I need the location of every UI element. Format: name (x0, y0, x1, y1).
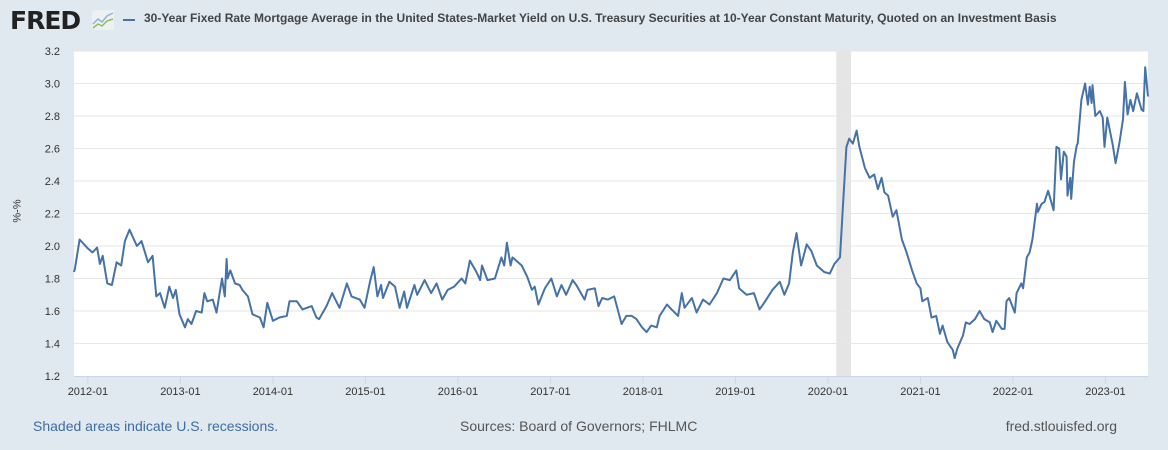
x-tick-label: 2014-01 (253, 386, 293, 398)
x-tick-label: 2016-01 (438, 386, 478, 398)
x-tick-label: 2018-01 (623, 386, 663, 398)
y-tick-label: 2.8 (45, 111, 60, 123)
x-tick-label: 2017-01 (530, 386, 570, 398)
y-tick-label: 1.4 (45, 339, 60, 351)
legend-line-swatch (123, 19, 135, 21)
fred-logo[interactable]: FRED (10, 6, 81, 35)
chart-title: 30-Year Fixed Rate Mortgage Average in t… (144, 11, 1057, 25)
y-tick-label: 3.0 (45, 79, 60, 91)
x-tick-label: 2012-01 (68, 386, 108, 398)
y-tick-label: 2.6 (45, 144, 60, 156)
x-tick-label: 2015-01 (345, 386, 385, 398)
x-tick-label: 2019-01 (715, 386, 755, 398)
x-tick-label: 2021-01 (900, 386, 940, 398)
y-tick-label: 2.2 (45, 209, 60, 221)
x-tick-label: 2022-01 (993, 386, 1033, 398)
y-axis-label: %-% (11, 199, 24, 223)
series-line (73, 66, 1149, 360)
site-link[interactable]: fred.stlouisfed.org (1005, 418, 1117, 434)
x-tick-label: 2013-01 (160, 386, 200, 398)
recession-note-link[interactable]: Shaded areas indicate U.S. recessions. (33, 418, 279, 434)
y-tick-label: 1.8 (45, 274, 60, 286)
y-tick-label: 3.2 (45, 46, 60, 58)
y-tick-label: 1.6 (45, 306, 60, 318)
logo-text: FRED (10, 6, 81, 35)
sources-text: Sources: Board of Governors; FHLMC (460, 418, 698, 434)
y-tick-label: 1.2 (45, 371, 60, 383)
y-tick-label: 2.4 (45, 176, 60, 188)
y-tick-label: 2.0 (45, 241, 60, 253)
x-tick-label: 2020-01 (808, 386, 848, 398)
fred-chart-logo-icon (92, 10, 114, 30)
x-tick-label: 2023-01 (1085, 386, 1125, 398)
